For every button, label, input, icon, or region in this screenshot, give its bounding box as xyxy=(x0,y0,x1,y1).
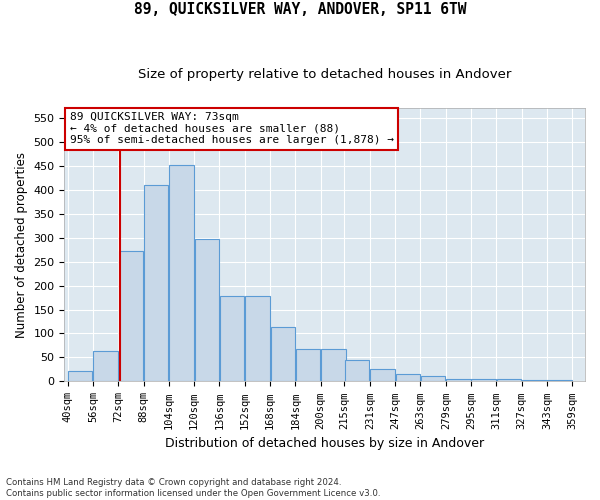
Text: Contains HM Land Registry data © Crown copyright and database right 2024.
Contai: Contains HM Land Registry data © Crown c… xyxy=(6,478,380,498)
Bar xyxy=(321,349,346,382)
Bar xyxy=(245,296,270,382)
Title: Size of property relative to detached houses in Andover: Size of property relative to detached ho… xyxy=(138,68,511,80)
Bar xyxy=(93,351,118,382)
Bar xyxy=(497,379,521,382)
Bar xyxy=(472,378,496,382)
Bar xyxy=(296,349,320,382)
Bar xyxy=(144,185,169,382)
Bar xyxy=(522,380,547,382)
Bar xyxy=(169,164,194,382)
Bar xyxy=(271,327,295,382)
Bar xyxy=(345,360,370,382)
Bar xyxy=(194,239,219,382)
X-axis label: Distribution of detached houses by size in Andover: Distribution of detached houses by size … xyxy=(165,437,484,450)
Bar xyxy=(119,251,143,382)
Bar xyxy=(220,296,244,382)
Bar xyxy=(370,370,395,382)
Bar xyxy=(68,371,92,382)
Y-axis label: Number of detached properties: Number of detached properties xyxy=(15,152,28,338)
Bar xyxy=(395,374,420,382)
Text: 89, QUICKSILVER WAY, ANDOVER, SP11 6TW: 89, QUICKSILVER WAY, ANDOVER, SP11 6TW xyxy=(134,2,466,18)
Bar xyxy=(547,380,572,382)
Bar xyxy=(446,378,470,382)
Text: 89 QUICKSILVER WAY: 73sqm
← 4% of detached houses are smaller (88)
95% of semi-d: 89 QUICKSILVER WAY: 73sqm ← 4% of detach… xyxy=(70,112,394,146)
Bar xyxy=(421,376,445,382)
